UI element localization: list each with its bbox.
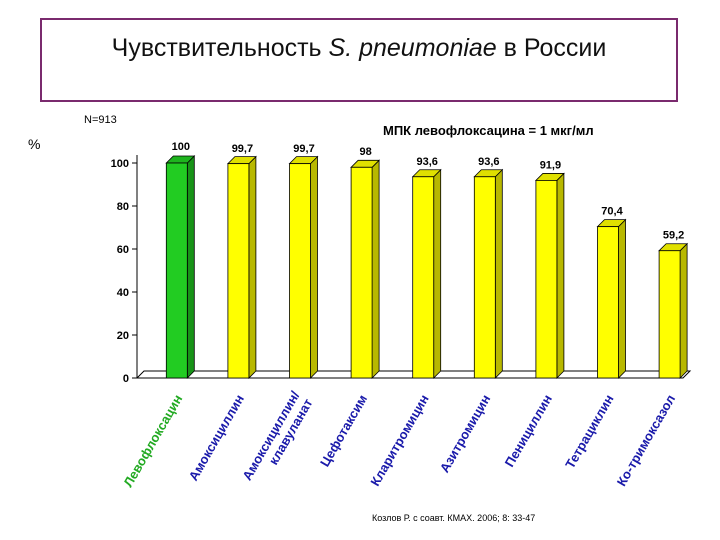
- data-label: 93,6: [478, 156, 499, 168]
- bar: [658, 250, 681, 379]
- y-unit-label: %: [28, 136, 41, 152]
- bar-side: [556, 172, 565, 379]
- category-label: Левофлоксацин: [120, 392, 185, 490]
- bar: [165, 162, 188, 379]
- bar-side: [618, 218, 626, 379]
- data-label: 93,6: [416, 156, 437, 168]
- category-label: Азитромицин: [437, 392, 494, 475]
- data-label: 98: [359, 146, 371, 158]
- y-tick-label: 80: [117, 201, 129, 213]
- y-tick-label: 60: [117, 244, 129, 256]
- category-label: Тетрациклин: [562, 392, 616, 471]
- data-label: 99,7: [293, 143, 314, 155]
- bar-side: [679, 242, 688, 379]
- bar-side: [248, 155, 257, 379]
- bar: [350, 166, 373, 379]
- category-label: Амоксициллин: [186, 392, 247, 483]
- category-label: Амоксициллин/клавуланат: [239, 388, 315, 490]
- bar: [473, 176, 496, 379]
- mic-annotation: МПК левофлоксацина = 1 мкг/мл: [383, 123, 594, 138]
- sample-size-label: N=913: [84, 114, 117, 126]
- title-prefix: Чувствительность: [111, 34, 329, 62]
- category-label: Кларитромицин: [367, 392, 431, 489]
- bar-side: [186, 155, 195, 379]
- bar-side: [494, 168, 503, 379]
- bar-side: [433, 168, 442, 379]
- category-label: Ко-тримоксазол: [614, 392, 679, 489]
- y-tick-label: 20: [117, 330, 129, 342]
- data-label: 91,9: [540, 159, 561, 171]
- category-label: Цефотаксим: [317, 392, 370, 469]
- bar: [412, 176, 435, 379]
- data-label: 100: [172, 141, 190, 153]
- bar: [289, 163, 311, 379]
- data-label: 70,4: [601, 206, 623, 218]
- title-italic: S. pneumoniae: [328, 34, 497, 62]
- data-label: 99,7: [232, 143, 253, 155]
- bar-side: [310, 155, 318, 379]
- title-box: Чувствительность S. pneumoniae в России: [40, 18, 678, 102]
- y-tick-label: 0: [123, 373, 129, 385]
- bar: [227, 163, 250, 379]
- citation: Козлов Р. с соавт. КМАХ. 2006; 8: 33-47: [372, 513, 536, 523]
- page-title: Чувствительность S. pneumoniae в России: [42, 34, 676, 63]
- y-tick-label: 40: [117, 287, 129, 299]
- title-suffix: в России: [496, 34, 607, 62]
- bar: [597, 226, 619, 379]
- data-label: 59,2: [663, 230, 684, 242]
- bar: [535, 180, 558, 379]
- category-label: Пенициллин: [502, 392, 555, 469]
- y-tick-label: 100: [111, 158, 129, 170]
- bar-side: [371, 159, 380, 379]
